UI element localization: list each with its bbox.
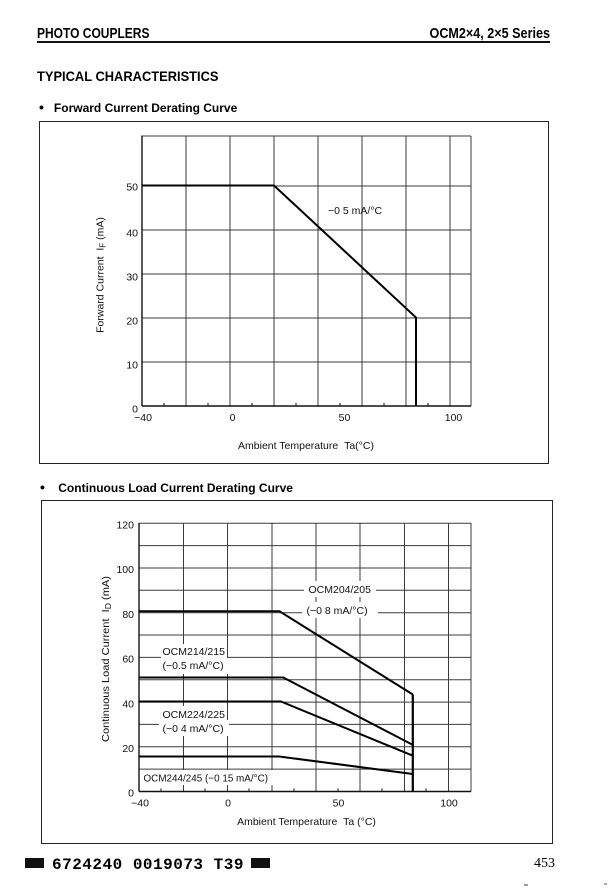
svg-text:60: 60 <box>122 654 134 666</box>
svg-text:Ambient Temperature Ta (°C): Ambient Temperature Ta (°C) <box>237 816 376 828</box>
svg-text:80: 80 <box>122 609 134 621</box>
svg-text:50: 50 <box>339 412 351 424</box>
svg-text:20: 20 <box>126 316 138 328</box>
svg-text:40: 40 <box>122 698 134 710</box>
svg-text:40: 40 <box>126 228 138 240</box>
svg-text:0: 0 <box>132 404 138 416</box>
svg-text:100: 100 <box>445 412 463 424</box>
svg-text:50: 50 <box>333 798 345 810</box>
svg-text:50: 50 <box>126 182 138 194</box>
svg-text:Forward Current IF (mA): Forward Current IF (mA) <box>95 217 108 333</box>
svg-text:(−0.5 mA/°C): (−0.5 mA/°C) <box>163 660 224 672</box>
svg-text:120: 120 <box>116 520 134 532</box>
svg-text:Ambient Temperature Ta(°C): Ambient Temperature Ta(°C) <box>238 440 374 452</box>
svg-text:0: 0 <box>230 412 236 424</box>
svg-text:Continuous Load Current ID (m: Continuous Load Current ID (mA) <box>101 576 113 742</box>
svg-text:OCM204/205: OCM204/205 <box>309 584 372 596</box>
svg-text:−40: −40 <box>134 412 152 424</box>
svg-text:−0 5 mA/°C: −0 5 mA/°C <box>328 205 383 217</box>
svg-text:10: 10 <box>126 360 138 372</box>
svg-text:0: 0 <box>225 798 231 810</box>
svg-text:100: 100 <box>440 798 458 810</box>
svg-text:20: 20 <box>122 743 134 755</box>
svg-text:0: 0 <box>128 788 134 800</box>
svg-text:OCM224/225: OCM224/225 <box>163 709 226 721</box>
svg-text:(−0 4 mA/°C): (−0 4 mA/°C) <box>163 723 224 735</box>
svg-text:OCM244/245 (−0 15 mA/°C): OCM244/245 (−0 15 mA/°C) <box>144 773 269 785</box>
svg-text:(−0 8 mA/°C): (−0 8 mA/°C) <box>307 605 368 617</box>
svg-text:100: 100 <box>116 564 134 576</box>
svg-text:30: 30 <box>126 272 138 284</box>
svg-text:OCM214/215: OCM214/215 <box>163 646 226 658</box>
svg-text:−40: −40 <box>131 798 149 810</box>
